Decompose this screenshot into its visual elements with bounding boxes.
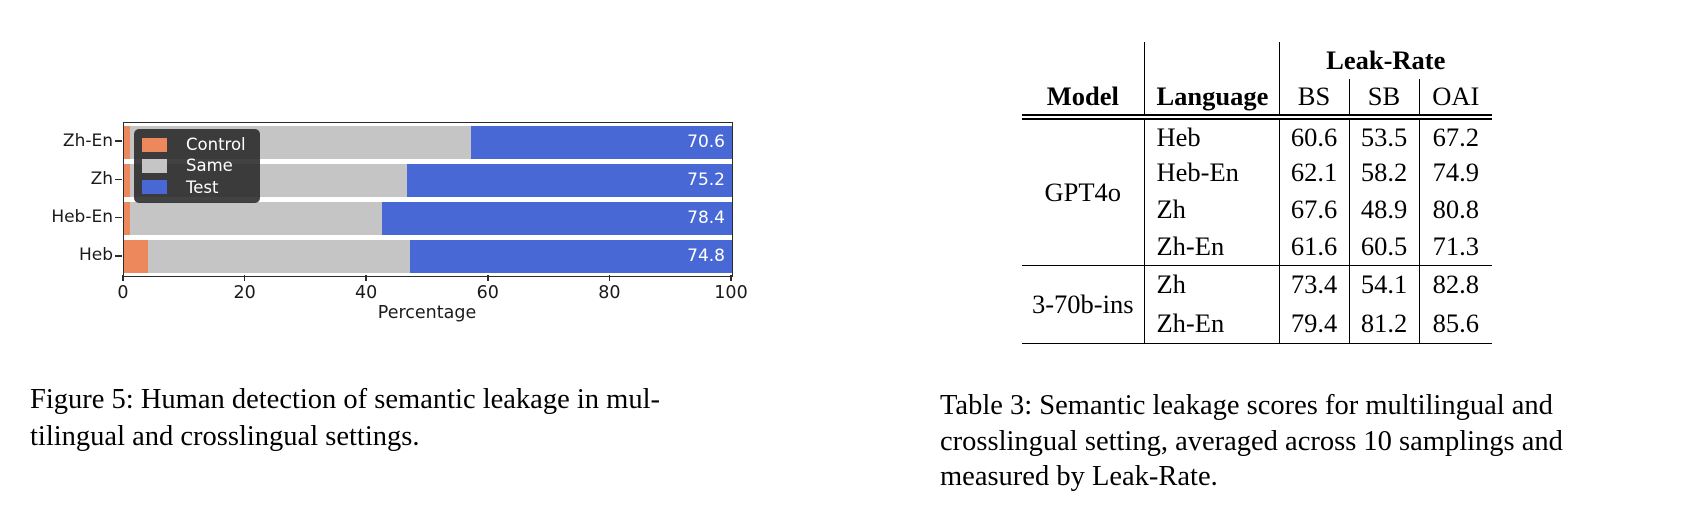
bar-segment-test <box>382 202 732 236</box>
sb-value: 48.9 <box>1348 191 1419 228</box>
bar-row-heb: 74.8 <box>124 240 732 274</box>
model-cell: GPT4o <box>1022 117 1144 266</box>
y-axis-label: Heb <box>78 245 113 266</box>
table-row: Heb-En 62.1 58.2 74.9 <box>1022 154 1493 191</box>
x-tick-label: 40 <box>355 283 378 303</box>
sb-value: 54.1 <box>1348 265 1419 304</box>
header-spacer <box>1022 42 1144 79</box>
bs-value: 60.6 <box>1278 117 1349 154</box>
bs-value: 62.1 <box>1278 154 1349 191</box>
bs-column-header: BS <box>1278 79 1349 120</box>
table-row: Zh 67.6 48.9 80.8 <box>1022 191 1493 228</box>
bar-row-heb-en: 78.4 <box>124 202 732 236</box>
oai-value: 67.2 <box>1418 117 1493 154</box>
model-cell: 3-70b-ins <box>1022 265 1144 344</box>
x-tick-mark <box>122 275 124 281</box>
header-spacer <box>1143 42 1279 79</box>
legend-label: Test <box>186 177 219 197</box>
oai-value: 71.3 <box>1418 228 1493 266</box>
language-cell: Heb <box>1143 117 1279 154</box>
leak-rate-column-group-header: Leak-Rate <box>1278 42 1493 79</box>
model-column-header: Model <box>1022 79 1144 120</box>
oai-value: 80.8 <box>1418 191 1493 228</box>
bar-value-label: 70.6 <box>687 131 725 152</box>
oai-value: 82.8 <box>1418 265 1493 304</box>
y-tick-mark <box>115 178 122 181</box>
table-caption-line: measured by Leak-Rate. <box>940 461 1218 492</box>
same-color-swatch <box>142 158 167 173</box>
x-tick-mark <box>243 275 246 281</box>
bar-value-label: 78.4 <box>687 208 725 229</box>
language-cell: Zh-En <box>1143 228 1279 266</box>
x-tick-mark <box>608 275 611 281</box>
oai-value: 74.9 <box>1418 154 1493 191</box>
y-tick-mark <box>115 140 122 142</box>
test-color-swatch <box>142 180 167 195</box>
bar-value-label: 75.2 <box>687 169 725 190</box>
sb-value: 58.2 <box>1348 154 1419 191</box>
x-tick-label: 80 <box>598 283 621 303</box>
leak-rate-table: Leak-Rate Model Language BS SB OAI GPT4o… <box>1022 42 1493 344</box>
sb-value: 60.5 <box>1348 228 1419 266</box>
bar-segment-control <box>124 125 131 159</box>
table-row: Zh-En 79.4 81.2 85.6 <box>1022 304 1493 344</box>
table-row: GPT4o Heb 60.6 53.5 67.2 <box>1022 117 1493 266</box>
x-tick-mark <box>487 275 489 281</box>
language-cell: Zh <box>1143 265 1279 304</box>
x-tick-label: 0 <box>117 283 129 303</box>
y-tick-mark <box>115 216 122 219</box>
x-tick-label: 20 <box>233 283 256 303</box>
x-axis-title: Percentage <box>377 303 477 323</box>
language-cell: Zh <box>1143 191 1279 228</box>
legend-entry-test: Test <box>142 177 250 198</box>
bar-segment-test <box>470 125 732 159</box>
x-tick-label: 60 <box>476 283 499 303</box>
x-tick-mark <box>365 275 367 281</box>
bar-value-label: 74.8 <box>687 246 725 267</box>
sb-value: 81.2 <box>1348 304 1419 344</box>
bar-segment-same <box>130 202 383 236</box>
bar-segment-test <box>409 240 732 274</box>
table-caption-line: crosslingual setting, averaged across 10… <box>940 425 1563 457</box>
sb-column-header: SB <box>1348 79 1419 120</box>
table-caption-line: Table 3: Semantic leakage scores for mul… <box>940 390 1553 421</box>
control-color-swatch <box>142 137 167 152</box>
bar-segment-test <box>406 163 732 197</box>
legend-entry-control: Control <box>142 134 250 155</box>
oai-value: 85.6 <box>1418 304 1493 344</box>
language-cell: Heb-En <box>1143 154 1279 191</box>
table-row: Zh-En 61.6 60.5 71.3 <box>1022 228 1493 266</box>
legend-entry-same: Same <box>142 155 250 176</box>
chart-legend: Control Same Test <box>134 129 260 203</box>
figure-caption-line: Figure 5: Human detection of semantic le… <box>30 384 660 415</box>
table-row: 3-70b-ins Zh 73.4 54.1 82.8 <box>1022 265 1493 344</box>
bs-value: 67.6 <box>1278 191 1349 228</box>
bar-segment-control <box>124 202 131 236</box>
language-column-header: Language <box>1143 79 1279 120</box>
language-cell: Zh-En <box>1143 304 1279 344</box>
sb-value: 53.5 <box>1348 117 1419 154</box>
bs-value: 79.4 <box>1278 304 1349 344</box>
y-axis-label: Zh-En <box>62 130 113 151</box>
y-axis-label: Zh <box>90 168 113 189</box>
bs-value: 61.6 <box>1278 228 1349 266</box>
legend-label: Same <box>186 156 233 176</box>
bar-segment-control <box>124 163 131 197</box>
y-tick-mark <box>115 255 122 257</box>
y-axis-label: Heb-En <box>51 207 113 228</box>
legend-label: Control <box>186 135 246 155</box>
x-tick-mark <box>730 275 732 281</box>
x-tick-label: 100 <box>714 283 748 303</box>
figure-caption-line: tilingual and crosslingual settings. <box>30 420 420 452</box>
table-caption: Table 3: Semantic leakage scores for mul… <box>940 388 1563 495</box>
oai-column-header: OAI <box>1418 79 1493 120</box>
bar-segment-same <box>148 240 410 274</box>
bs-value: 73.4 <box>1278 265 1349 304</box>
bar-segment-control <box>124 240 149 274</box>
figure-caption: Figure 5: Human detection of semantic le… <box>30 382 660 455</box>
